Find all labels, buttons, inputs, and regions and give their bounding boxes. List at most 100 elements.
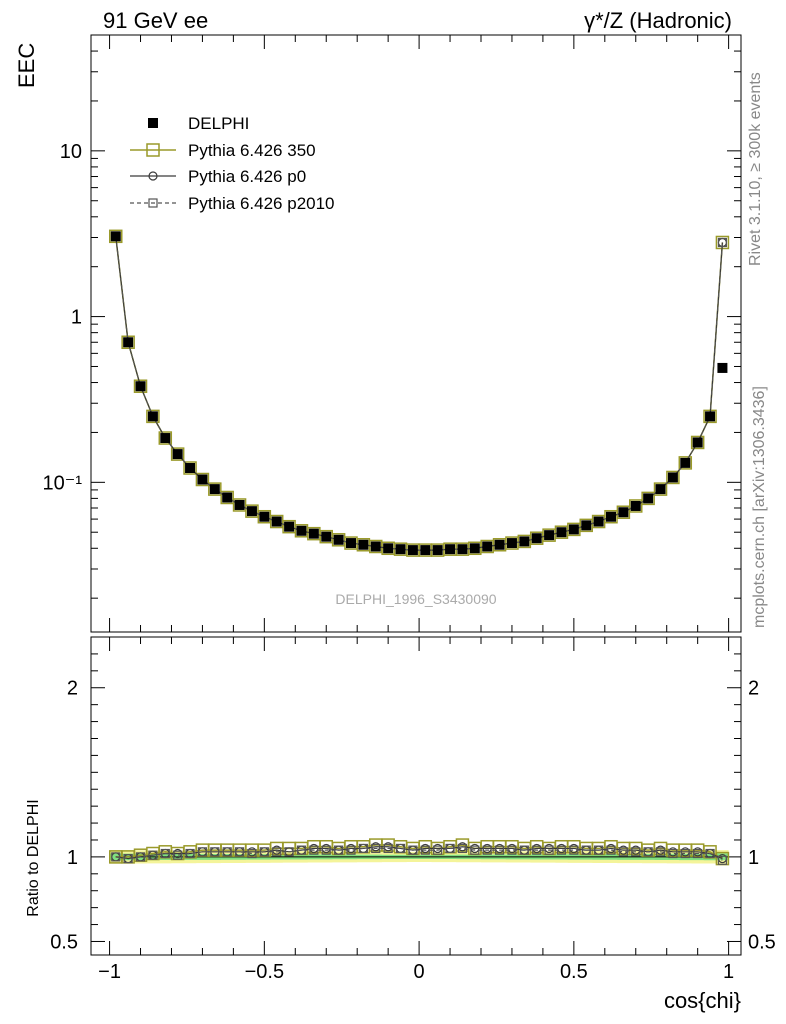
data-point-ratio (544, 845, 554, 855)
data-point-main (666, 470, 680, 485)
data-point-main (469, 543, 480, 554)
x-tick-label: −1 (98, 961, 121, 983)
data-point-ratio (482, 845, 492, 855)
series-line-ratio (115, 847, 723, 861)
data-point-main (133, 379, 148, 393)
data-point-ratio (457, 843, 468, 854)
data-point-main (358, 539, 369, 550)
data-point-ratio (371, 843, 381, 854)
data-point-main (197, 474, 208, 485)
data-point-ratio (123, 853, 133, 864)
data-point-ratio (346, 845, 356, 855)
y-tick-label-ratio-right: 0.5 (748, 931, 776, 953)
data-point-main (593, 516, 604, 527)
data-point-main (135, 381, 146, 392)
data-point-ratio (395, 843, 406, 854)
data-point-ratio (234, 847, 245, 857)
legend-label-p2010: Pythia 6.426 p2010 (188, 194, 335, 213)
data-point-ratio (643, 847, 653, 857)
y-tick-label-main: 10 (60, 141, 82, 163)
ratio-plot-frame (90, 636, 742, 956)
axis-ticks: −1 −0.5 0 0.5 1 1 10 10⁻¹ 1 1 2 2 0.5 0.5 (43, 34, 776, 983)
data-point-main (346, 538, 356, 549)
data-point-main (284, 521, 295, 532)
legend-marker-p2010 (148, 198, 158, 208)
data-point-main (208, 482, 222, 496)
legend-label-p0: Pythia 6.426 p0 (188, 167, 306, 186)
legend-label-delphi: DELPHI (188, 114, 249, 133)
data-point-ratio (705, 848, 715, 859)
legend-marker-p0 (148, 171, 158, 181)
data-point-ratio (284, 847, 294, 857)
data-point-main (259, 511, 270, 522)
data-point-ratio (668, 848, 678, 859)
data-point-main (123, 337, 134, 348)
data-point-main (482, 541, 493, 552)
data-point-main (321, 531, 332, 542)
series-ratio-2 (111, 843, 728, 865)
data-point-main (678, 456, 693, 470)
data-point-ratio (272, 847, 282, 857)
data-point-main (641, 491, 655, 506)
data-point-main (158, 431, 173, 445)
data-point-main (494, 539, 505, 550)
data-point-ratio (445, 843, 455, 854)
legend-label-350: Pythia 6.426 350 (188, 141, 316, 160)
data-point-ratio (185, 848, 195, 859)
data-point-main (655, 484, 666, 495)
data-point-main (630, 500, 641, 511)
data-point-ratio (569, 845, 579, 855)
legend-marker-350 (146, 143, 160, 157)
header-right: γ*/Z (Hadronic) (584, 8, 732, 33)
data-point-main (506, 538, 517, 549)
data-point-main (629, 499, 643, 513)
legend-entry-350: Pythia 6.426 350 (130, 141, 316, 160)
data-point-ratio (210, 847, 220, 857)
data-point-main (220, 490, 234, 505)
data-point-main (432, 545, 443, 556)
data-point-ratio (631, 847, 641, 857)
data-point-main (717, 362, 728, 373)
y-tick-label-ratio-right: 2 (748, 678, 759, 700)
data-point-main (395, 544, 406, 555)
data-point-main (568, 524, 579, 535)
data-point-main (519, 536, 530, 547)
data-point-ratio (259, 847, 269, 857)
data-point-main (717, 237, 728, 248)
data-point-ratio (717, 855, 728, 865)
legend: DELPHI Pythia 6.426 350 Pythia 6.426 p0 … (130, 114, 335, 213)
analysis-watermark: DELPHI_1996_S3430090 (335, 591, 496, 607)
y-tick-label-main: 10⁻¹ (43, 472, 83, 494)
data-point-ratio (420, 845, 430, 855)
data-point-main (195, 472, 210, 487)
data-point-main (296, 525, 307, 536)
legend-entry-p0: Pythia 6.426 p0 (130, 167, 306, 186)
data-point-ratio (519, 845, 529, 855)
data-point-main (643, 493, 654, 504)
data-point-ratio (556, 845, 567, 855)
data-point-main (544, 530, 555, 541)
data-point-main (690, 435, 705, 450)
data-point-ratio (197, 847, 208, 857)
data-point-main (147, 411, 158, 422)
data-point-main (246, 506, 257, 517)
uncertainty-bands (109, 850, 729, 864)
data-point-main (110, 231, 121, 242)
data-point-ratio (296, 845, 307, 855)
data-point-ratio (433, 845, 443, 855)
data-point-main (653, 482, 668, 496)
data-point-main (209, 484, 220, 495)
data-point-main (172, 449, 183, 460)
data-point-main (271, 516, 282, 527)
legend-entry-p2010: Pythia 6.426 p2010 (130, 194, 335, 213)
data-point-ratio (111, 852, 121, 862)
data-point-ratio (532, 845, 542, 855)
data-point-main (606, 511, 616, 522)
data-point-main (705, 411, 716, 422)
data-point-ratio (148, 850, 158, 860)
data-point-main (420, 545, 431, 556)
data-point-ratio (408, 845, 418, 855)
data-point-main (222, 492, 233, 503)
data-point-main (109, 229, 123, 244)
data-point-main (121, 335, 135, 350)
